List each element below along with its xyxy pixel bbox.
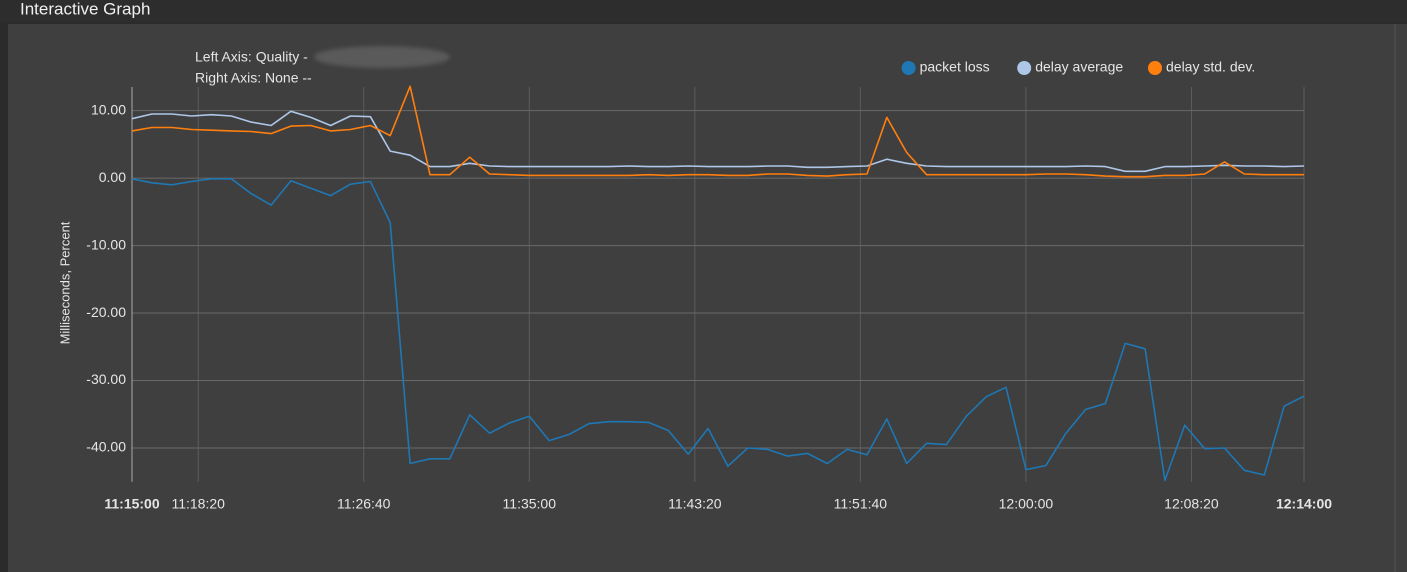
annotation: Right Axis: None -- (195, 70, 312, 86)
panel-title: Interactive Graph (20, 0, 150, 18)
series-line (131, 85, 1304, 178)
legend-label: packet loss (920, 59, 990, 75)
y-tick-label: -10.00 (86, 236, 126, 252)
legend-label: delay average (1035, 59, 1123, 75)
x-tick-label: 12:14:00 (1276, 496, 1332, 512)
y-tick-label: -40.00 (86, 439, 126, 455)
annotation: Left Axis: Quality - (195, 49, 308, 65)
y-tick-label: 10.00 (91, 101, 126, 117)
x-tick-label: 11:43:20 (668, 496, 722, 512)
x-tick-label: 12:08:20 (1164, 496, 1219, 512)
y-tick-label: -30.00 (86, 371, 126, 387)
y-tick-label: -20.00 (86, 304, 126, 320)
x-tick-label: 11:26:40 (337, 496, 391, 512)
panel (8, 24, 1407, 572)
plot: 11:15:00 11:18:20 11:26:40 11:35:00 11:43:20… (86, 59, 1332, 512)
header-bar (0, 0, 1407, 22)
y-axis-label: Milliseconds, Percent (57, 221, 72, 344)
legend-label: delay std. dev. (1166, 59, 1255, 75)
redaction (314, 46, 450, 68)
series-line (131, 110, 1305, 173)
x-tick-label: 11:35:00 (503, 496, 557, 512)
x-tick-label: 11:51:40 (834, 496, 888, 512)
legend-swatch (1148, 61, 1162, 75)
y-tick-label: 0.00 (99, 169, 126, 185)
series-line (131, 178, 1305, 482)
legend-swatch (1017, 61, 1032, 75)
x-tick-label: 11:15:00 (104, 496, 159, 512)
x-tick-label: 12:00:00 (999, 496, 1054, 512)
x-tick-label: 11:18:20 (171, 496, 225, 512)
legend-swatch (901, 61, 916, 75)
